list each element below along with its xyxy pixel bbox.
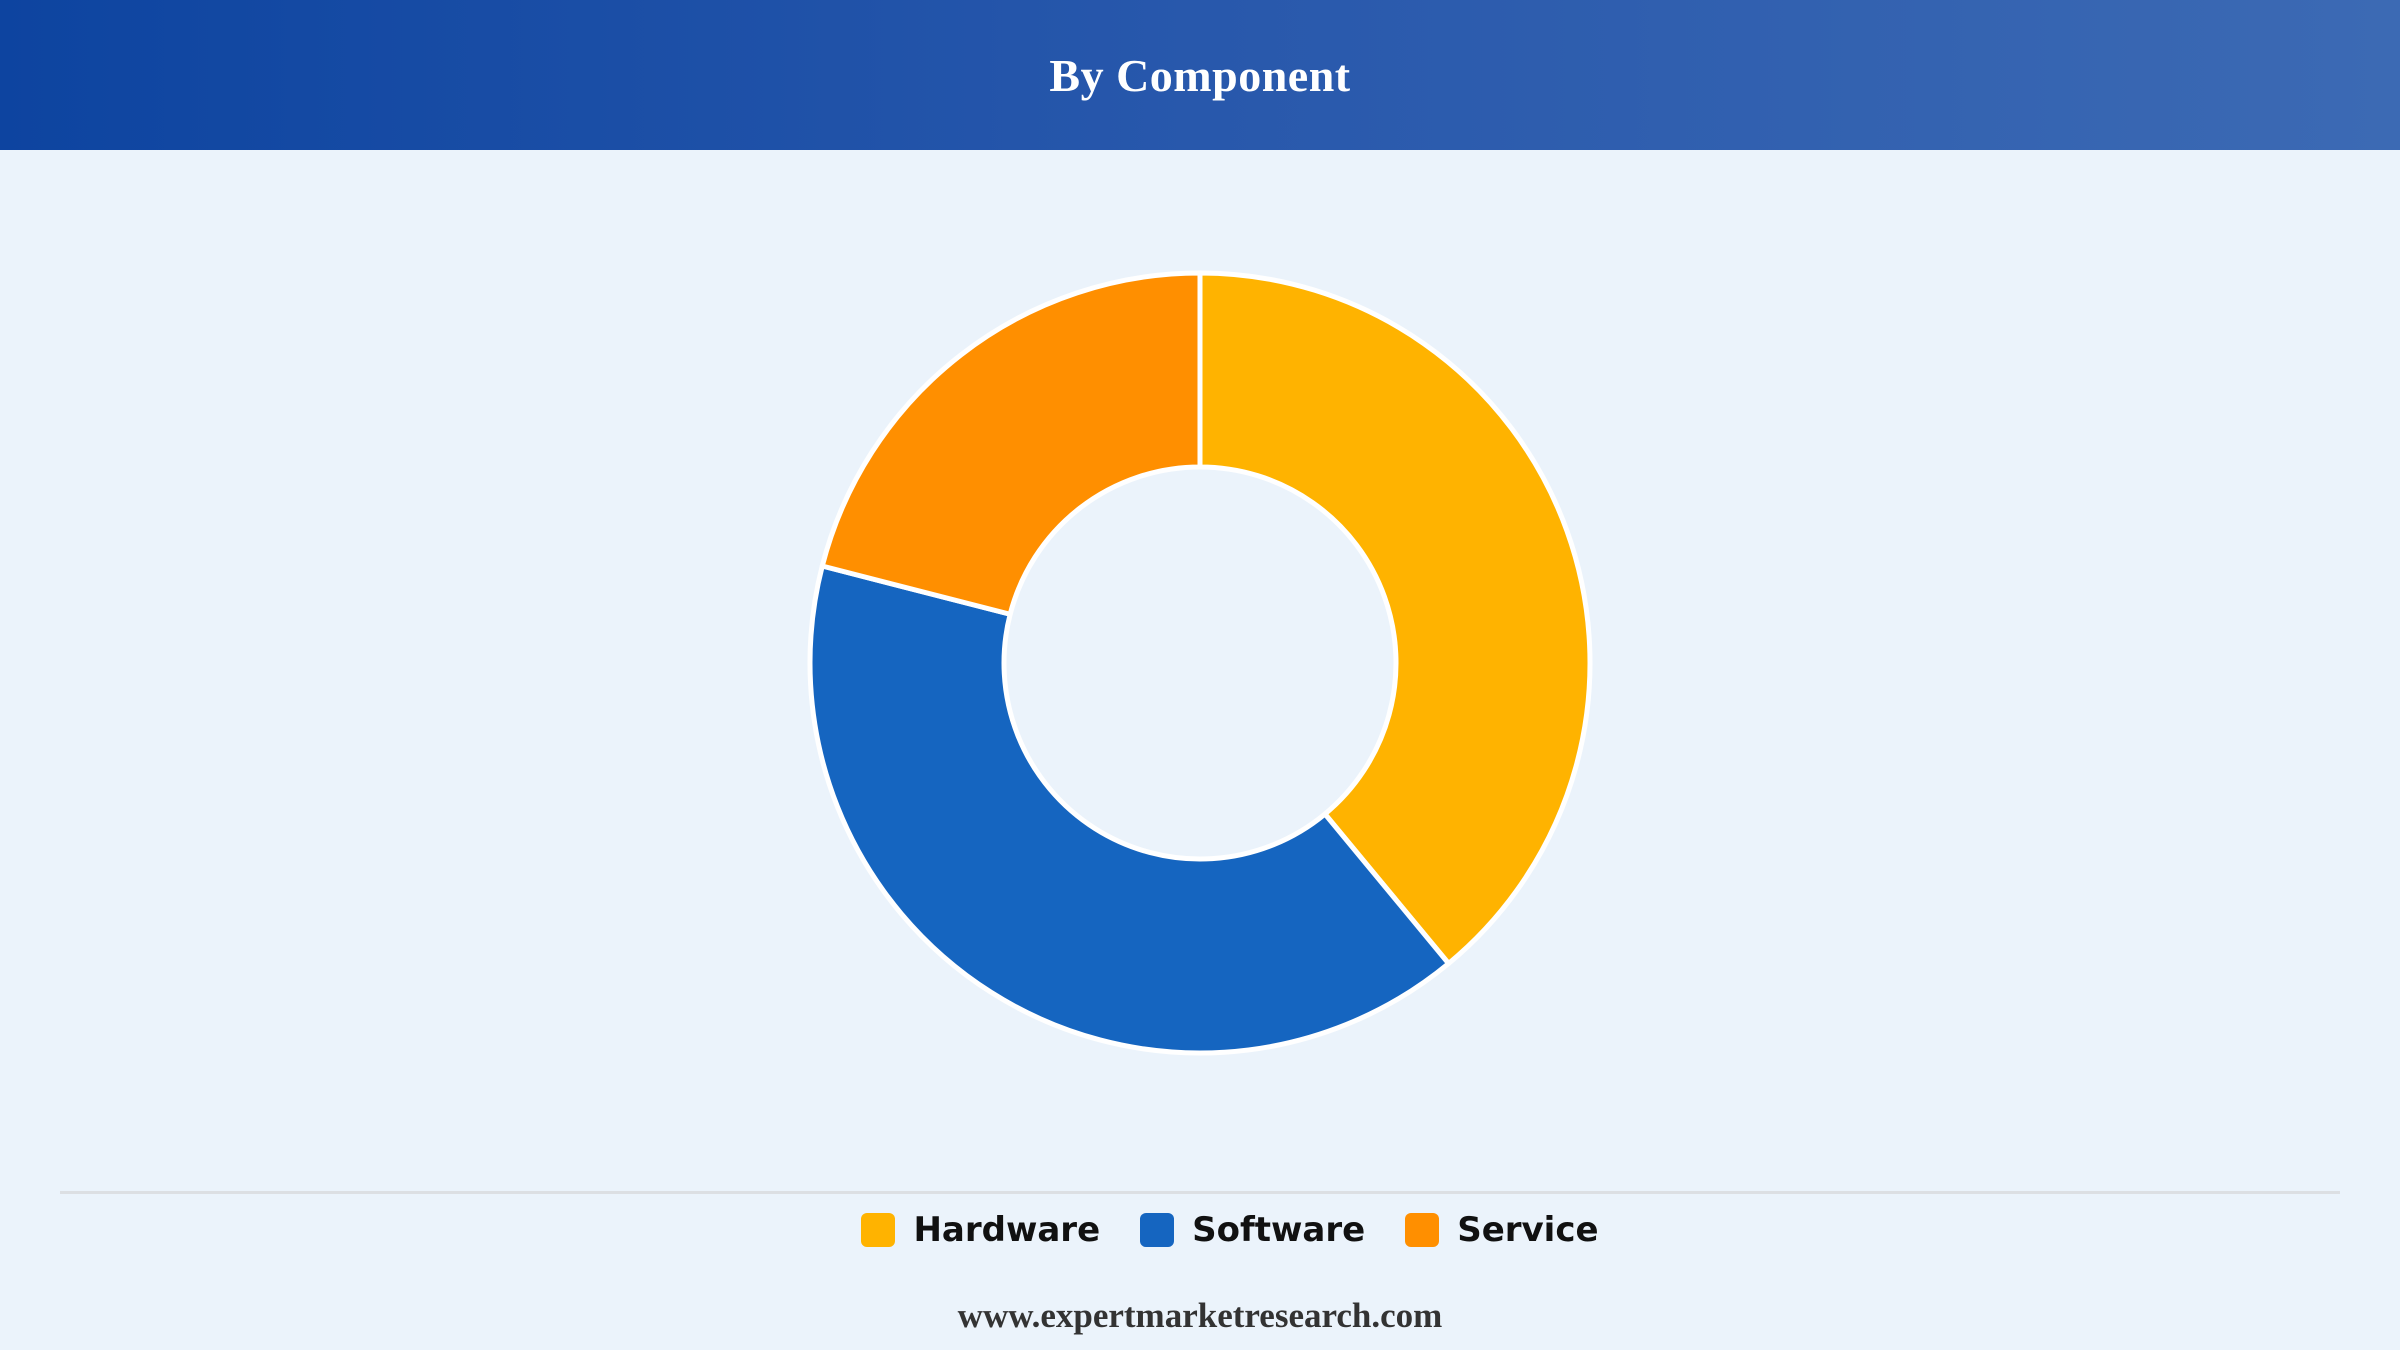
legend-label-hardware: Hardware	[913, 1210, 1101, 1250]
source-url: www.expertmarketresearch.com	[957, 1296, 1443, 1335]
slice-software[interactable]	[807, 563, 1452, 1056]
legend-swatch-software	[1140, 1213, 1175, 1247]
donut-chart	[807, 270, 1593, 1056]
legend-swatch-hardware	[861, 1213, 896, 1247]
chart-legend: Hardware Software Service	[0, 1205, 2400, 1255]
legend-divider	[60, 1191, 2340, 1194]
slice-service[interactable]	[819, 270, 1203, 617]
legend-label-service: Service	[1457, 1210, 1599, 1250]
legend-item-software[interactable]: Software	[1140, 1210, 1365, 1250]
chart-header: By Component	[0, 0, 2400, 150]
legend-label-software: Software	[1192, 1210, 1366, 1250]
legend-item-service[interactable]: Service	[1405, 1210, 1599, 1250]
chart-title: By Component	[1049, 49, 1351, 101]
slice-hardware[interactable]	[1197, 270, 1593, 966]
legend-item-hardware[interactable]: Hardware	[861, 1210, 1100, 1250]
legend-swatch-service	[1405, 1213, 1440, 1247]
